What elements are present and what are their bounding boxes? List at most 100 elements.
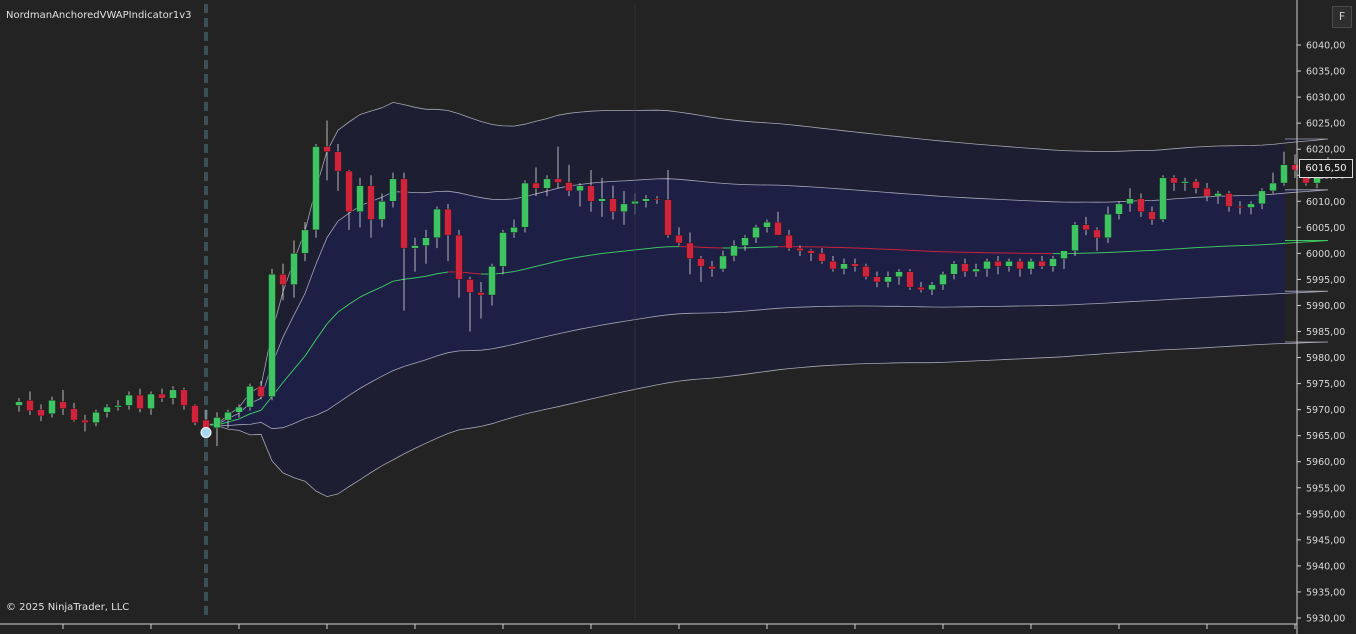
vwap-segment [1162,248,1175,251]
candle-body [917,287,925,291]
candle-body [1060,250,1068,259]
candle-body [246,385,254,408]
candle-body [213,417,221,429]
price-tick-label: 5960,00 [1306,457,1345,468]
candle-body [224,412,232,421]
price-tick-label: 6005,00 [1306,223,1345,234]
band-line-0 [205,101,1329,425]
vwap-segment [436,271,449,275]
vwap-segment [337,303,350,313]
candle-body [554,178,562,183]
candle-body [235,406,243,413]
time-axis[interactable] [0,4,1297,629]
vwap-segment [590,253,603,256]
f-button[interactable]: F [1332,6,1352,28]
candle-body [191,405,199,423]
vwap-bands [205,101,1329,498]
candle-body [587,185,595,202]
vwap-segment [546,260,559,265]
vwap-segment [304,339,317,357]
candle-body [532,182,540,189]
candle-body [708,266,716,270]
candle-body [950,263,958,275]
vwap-segment [865,247,878,250]
candle-body [411,245,419,249]
candle-body [1104,214,1112,238]
price-tick-label: 5950,00 [1306,509,1345,520]
vwap-segment [568,256,581,260]
candle-body [1236,206,1244,208]
candle-body [884,276,892,283]
vwap-segment [1272,242,1285,245]
candle-body [433,208,441,238]
vwap-segment [535,263,548,267]
vwap-segment [469,272,482,275]
candle-body [598,198,606,202]
candle-body [15,401,23,406]
vwap-segment [392,278,405,282]
candle-body [125,394,133,406]
candle-body [1049,258,1057,267]
vwap-segment [249,409,262,415]
candle-body [1203,188,1211,197]
vwap-segment [1173,247,1186,250]
candle-body [180,389,188,406]
vwap-segment [1151,249,1164,251]
candle-body [92,412,100,423]
candle-body [37,409,45,417]
candle-body [521,182,529,228]
price-tick-label: 5980,00 [1306,353,1345,364]
vwap-segment [1129,250,1142,252]
price-tick-label: 6020,00 [1306,145,1345,156]
candle-body [1214,193,1222,197]
candle-body [829,260,837,270]
candle-body [653,198,661,201]
candle-body [26,400,34,411]
price-tick-label: 5965,00 [1306,431,1345,442]
vwap-segment [238,413,251,420]
candle-body [785,234,793,249]
vwap-segment [1184,247,1197,249]
candle-body [1027,260,1035,270]
anchor-point-marker[interactable] [200,426,212,438]
candle-body [796,247,804,251]
vwap-segment [1250,244,1263,246]
price-tick-label: 5945,00 [1306,535,1345,546]
last-price-marker: 6016,50 [1299,159,1353,178]
candle-body [378,201,386,220]
candle-body [1291,164,1299,171]
candle-body [840,263,848,270]
candle-body [257,385,265,397]
candle-body [1148,211,1156,220]
candle-body [334,151,342,172]
vwap-segment [1305,240,1318,243]
price-tick-label: 5970,00 [1306,405,1345,416]
vwap-segment [260,396,273,411]
price-tick-label: 5930,00 [1306,614,1345,625]
vwap-segment [1283,242,1296,244]
vwap-segment [557,258,570,262]
vwap-segment [579,254,592,258]
copyright-label: © 2025 NinjaTrader, LLC [6,602,130,613]
vwap-segment [656,246,669,249]
candle-body [972,268,980,272]
candle-body [543,178,551,189]
vwap-segment [227,418,240,423]
price-tick-label: 5990,00 [1306,301,1345,312]
candle-body [290,253,298,285]
price-tick-label: 5955,00 [1306,483,1345,494]
vwap-segment [1195,246,1208,249]
candle-body [59,401,67,409]
candle-body [1192,181,1200,189]
candle-body [1038,260,1046,267]
band-line-3 [205,290,1329,430]
candle-body [70,408,78,421]
candlesticks [15,120,1332,447]
candle-body [158,393,166,399]
candle-body [741,237,749,246]
vwap-segment [623,249,636,252]
price-axis[interactable]: 6040,006035,006030,006025,006020,006015,… [1296,0,1345,634]
candle-body [752,227,760,238]
vwap-segment [370,286,383,293]
